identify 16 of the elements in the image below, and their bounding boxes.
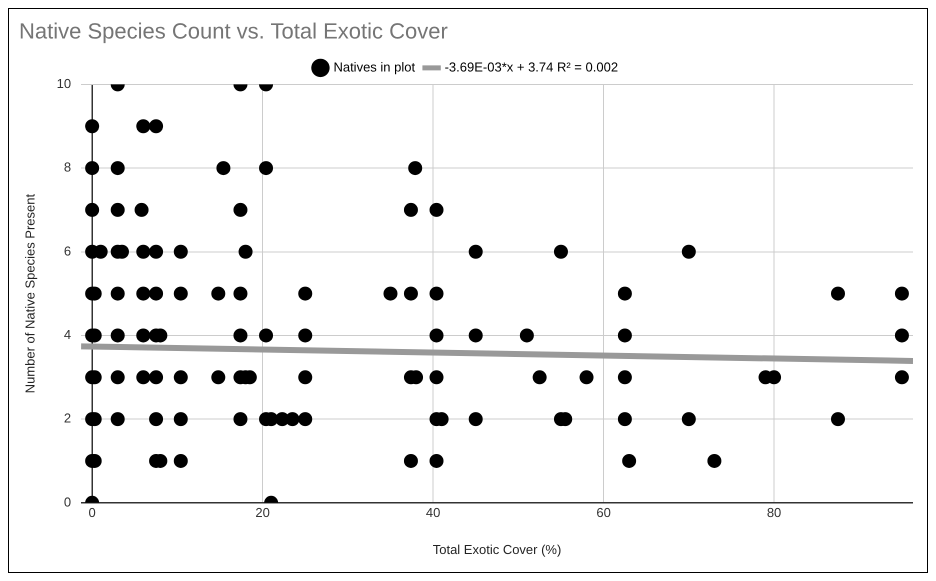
y-tick-label: 0 <box>64 494 72 510</box>
y-axis-title: Number of Native Species Present <box>22 194 38 394</box>
x-tick-label: 60 <box>596 505 611 520</box>
y-tick-label: 8 <box>64 160 72 175</box>
x-tick-label: 80 <box>766 505 782 520</box>
y-tick-label: 2 <box>64 410 72 426</box>
y-tick-label: 6 <box>64 243 72 258</box>
x-axis-title: Total Exotic Cover (%) <box>432 542 562 557</box>
y-tick-label: 10 <box>56 76 72 91</box>
y-tick-label: 4 <box>64 327 72 342</box>
x-tick-label: 20 <box>255 505 270 520</box>
legend-label: -3.69E-03*x + 3.74 R² = 0.002 <box>444 59 618 74</box>
chart-title: Native Species Count vs. Total Exotic Cover <box>19 18 448 44</box>
x-tick-label: 0 <box>88 505 96 520</box>
legend-label: Natives in plot <box>333 59 416 74</box>
x-tick-label: 40 <box>426 505 440 520</box>
